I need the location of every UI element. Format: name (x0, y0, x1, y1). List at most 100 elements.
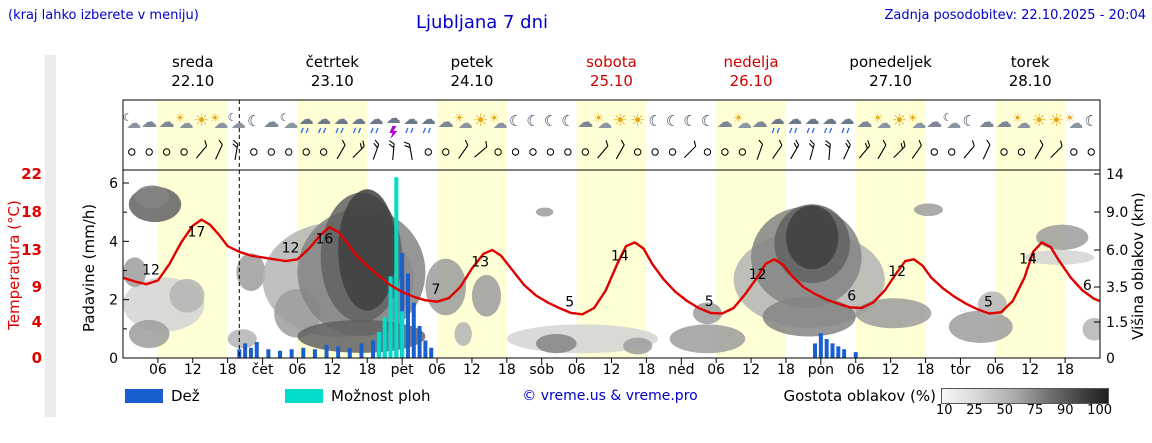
temp-label: 7 (431, 282, 440, 298)
cloud-blob (1036, 224, 1089, 250)
x-tick-label: 06 (289, 362, 307, 378)
cloud-tick-label: 14 (1106, 167, 1124, 183)
rain-cloud-icon: ☁ (787, 110, 802, 128)
day-name: sobota (586, 53, 637, 71)
rain-cloud-icon: ☁ (299, 110, 314, 128)
wind-barb-icon (336, 139, 346, 160)
moon-icon: ☾ (123, 111, 133, 124)
shower-bar (388, 276, 393, 358)
copyright-link[interactable]: © vreme.us & vreme.pro (522, 388, 698, 404)
x-tick-label: 12 (1021, 362, 1039, 378)
temp-label: 13 (471, 255, 489, 271)
wind-barb-icon (195, 140, 208, 159)
day-date: 23.10 (310, 72, 354, 90)
temp-tick-label: 9 (32, 278, 42, 296)
cloud-blob (669, 324, 746, 354)
lightning-icon (389, 126, 398, 139)
cloud-density-gradient-bar (941, 388, 1109, 404)
cloud-blob (134, 185, 170, 209)
x-tick-label: 06 (707, 362, 725, 378)
temp-label: 12 (749, 267, 767, 283)
wind-barb-icon (808, 139, 815, 160)
day-name: sreda (171, 53, 214, 71)
shower-legend-swatch (285, 389, 323, 403)
cloud-blob (1082, 317, 1100, 341)
day-header-četrtek: četrtek 23.10 (262, 53, 402, 91)
wind-barb-icon (843, 139, 851, 160)
moon-icon: ☾ (280, 111, 290, 124)
cloud-icon: ☁ (1068, 114, 1083, 132)
cloud-icon: ☁ (979, 112, 995, 131)
cloud-icon: ☁ (597, 114, 612, 132)
moon-icon: ☾ (962, 112, 975, 130)
shower-bar (400, 311, 405, 358)
x-tick-label: 06 (986, 362, 1004, 378)
day-name: nedelja (723, 53, 779, 71)
cloud-blob (855, 298, 932, 329)
sun-icon: ☀ (489, 111, 500, 125)
temperature-line (123, 218, 1100, 316)
sun-icon: ☀ (892, 111, 907, 131)
cloud-blob (297, 319, 426, 353)
day-header-nedelja: nedelja 26.10 (681, 53, 821, 91)
sun-icon: ☀ (613, 111, 628, 131)
moon-icon: ☾ (648, 112, 661, 130)
wind-calm-icon (162, 148, 171, 156)
day-name: torek (1010, 53, 1050, 71)
wind-barb-icon (458, 139, 469, 159)
day-header-torek: torek 28.10 (960, 53, 1100, 91)
temperature-value-labels: 12 17 12 16 7 13 5 14 5 12 6 12 5 14 6 (142, 224, 1092, 310)
day-name: ponedeljek (849, 53, 932, 71)
cloud-tick-label: 9.0 (1106, 205, 1128, 221)
rain-bar (818, 333, 823, 358)
wind-barb-icon (772, 139, 783, 159)
rain-cloud-icon: ☁ (805, 110, 820, 128)
wind-barb-icon (403, 141, 413, 160)
x-tick-label: 18 (637, 362, 655, 378)
cloud-icon: ☁ (876, 114, 891, 132)
rain-bar (248, 347, 253, 358)
x-tick-label: 12 (882, 362, 900, 378)
rain-bar (842, 349, 847, 358)
wind-calm-icon (128, 148, 136, 156)
x-axis-labels: 06 12 18 čet 06 12 18 pet 06 12 18 sob 06 12 18 ned 06 12… (149, 358, 1074, 378)
cloud-blob (762, 296, 856, 337)
shower-bars (376, 177, 405, 358)
rain-bar (405, 273, 410, 358)
rain-cloud-icon: ☁ (351, 110, 366, 128)
x-tick-label: sob (529, 362, 554, 378)
moon-icon: ☾ (509, 112, 522, 130)
rain-bar (836, 346, 841, 358)
wind-calm-icon (1017, 148, 1026, 156)
x-tick-label: tor (951, 362, 971, 378)
cloud-blob (236, 253, 266, 292)
cloud-blob (623, 337, 653, 355)
sun-icon: ☀ (1012, 111, 1023, 125)
x-tick-label: 06 (847, 362, 865, 378)
day-date: 24.10 (450, 72, 494, 90)
cloud-blob (535, 334, 577, 354)
temp-tick-label: 4 (32, 313, 42, 331)
shower-bar (394, 177, 399, 358)
moon-icon: ☾ (526, 112, 539, 130)
cloud-icon: ☁ (996, 112, 1012, 131)
cloud-icon: ☁ (1016, 114, 1031, 132)
x-tick-label: 18 (358, 362, 376, 378)
precip-tick-label: 6 (109, 176, 118, 192)
precip-tick-label: 2 (109, 293, 118, 309)
x-tick-label: 18 (917, 362, 935, 378)
temp-label: 12 (888, 264, 906, 280)
cloud-tick-label: 0 (1106, 351, 1115, 367)
wind-calm-icon (930, 148, 938, 156)
cloud-layers (123, 185, 1100, 355)
cloud-scale-tick: 100 (1087, 403, 1112, 418)
axis-ticks: 6 4 2 0 22 18 13 9 4 0 14 9.0 6.0 3.5 1.5 0 (21, 165, 1128, 367)
day-band (576, 100, 647, 358)
shower-legend-label: Možnost ploh (331, 387, 431, 405)
rain-cloud-icon: ☁ (822, 110, 837, 128)
temp-tick-label: 13 (21, 241, 42, 259)
sun-icon: ☀ (175, 111, 186, 125)
wind-calm-icon (319, 148, 328, 156)
temp-label: 17 (188, 224, 206, 240)
rain-cloud-icon: ☁ (316, 110, 331, 128)
